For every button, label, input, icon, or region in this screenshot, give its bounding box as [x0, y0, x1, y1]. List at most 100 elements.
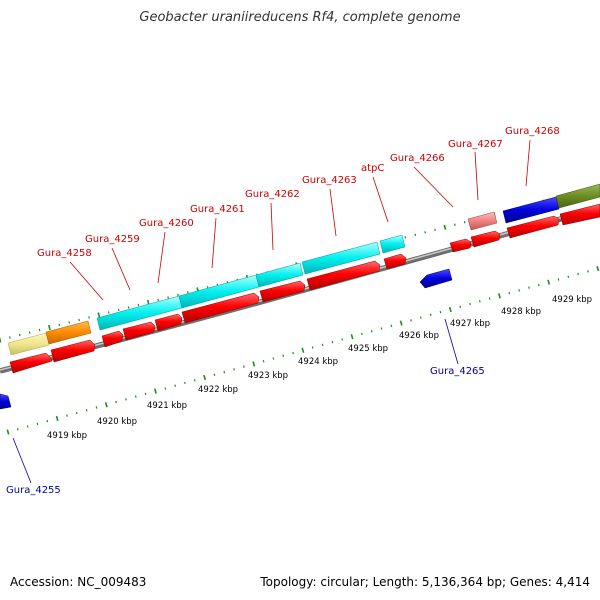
scale-tick — [439, 310, 442, 314]
scale-tick — [213, 373, 216, 377]
scale-tick — [97, 312, 101, 318]
scale-tick — [193, 379, 196, 382]
scale-tick — [463, 221, 466, 224]
scale-tick — [75, 411, 78, 415]
feature-orange[interactable] — [45, 320, 92, 345]
scale-tick — [282, 354, 285, 357]
cds-arrow[interactable] — [449, 238, 472, 253]
scale-tick — [58, 323, 61, 327]
scale-tick — [292, 351, 294, 355]
scale-tick — [6, 429, 10, 435]
feature-pale-yellow[interactable] — [7, 332, 50, 356]
scale-tick — [434, 228, 436, 232]
cds-arrow[interactable] — [383, 253, 407, 270]
gene-label[interactable]: Gura_4258 — [37, 248, 92, 259]
feature-olive-block[interactable] — [555, 183, 600, 209]
cds-arrow[interactable] — [9, 352, 53, 374]
gene-label[interactable]: Gura_4267 — [448, 139, 503, 150]
scale-labels: 4919 kbp 4920 kbp 4921 kbp 4922 kbp 4923… — [47, 295, 592, 441]
scale-tick — [321, 343, 324, 347]
scale-tick — [429, 313, 432, 317]
scale-tick — [547, 279, 551, 285]
feature-pink[interactable] — [467, 211, 498, 231]
gene-label[interactable]: Gura_4255 — [6, 485, 61, 496]
scale-tick — [144, 392, 147, 396]
scale-tick — [596, 265, 600, 272]
scale-tick — [18, 333, 21, 337]
scale-tick — [38, 328, 41, 332]
scale-tick — [167, 296, 169, 299]
cds-arrow[interactable] — [122, 321, 156, 341]
scale-tick — [117, 308, 120, 312]
cds-arrow-reverse[interactable] — [419, 268, 453, 289]
scale-tick — [567, 275, 570, 278]
lower-tick-row — [6, 265, 600, 435]
scale-label: 4927 kbp — [450, 319, 490, 329]
scale-tick — [0, 337, 2, 343]
scale-tick — [459, 305, 462, 308]
scale-tick — [125, 398, 127, 401]
cds-arrow[interactable] — [259, 280, 306, 303]
scale-tick — [414, 233, 417, 237]
scale-label: 4919 kbp — [47, 431, 87, 441]
scale-tick — [223, 370, 226, 374]
scale-tick — [361, 332, 363, 336]
cds-arrow[interactable] — [50, 339, 96, 363]
scale-tick — [187, 291, 189, 294]
gene-label[interactable]: Gura_4266 — [390, 153, 445, 164]
scale-tick — [272, 357, 275, 360]
gene-labels-lower — [12, 318, 459, 484]
scale-label: 4928 kbp — [501, 307, 541, 317]
cds-track-forward — [9, 203, 600, 374]
gene-label[interactable]: Gura_4263 — [302, 175, 357, 186]
scale-tick — [243, 365, 245, 368]
scale-tick — [478, 300, 481, 303]
scale-tick — [68, 321, 71, 324]
scale-tick — [104, 402, 108, 408]
scale-tick — [448, 306, 452, 313]
scale-tick — [48, 324, 51, 331]
cds-arrow[interactable] — [470, 230, 501, 248]
scale-tick — [157, 298, 160, 302]
scale-label: 4923 kbp — [248, 371, 288, 381]
gene-labels-upper — [69, 139, 531, 301]
scale-tick — [469, 302, 471, 306]
gene-label[interactable]: Gura_4268 — [505, 126, 560, 137]
scale-tick — [331, 340, 334, 344]
scale-tick — [46, 419, 49, 423]
cds-arrow[interactable] — [154, 313, 183, 332]
scale-tick — [36, 422, 39, 426]
scale-label: 4924 kbp — [298, 357, 338, 367]
gene-label[interactable]: Gura_4262 — [245, 189, 300, 200]
feature-cyan-4[interactable] — [301, 241, 381, 275]
scale-tick — [154, 388, 157, 394]
cds-arrow[interactable] — [506, 215, 560, 239]
scale-tick — [85, 409, 88, 412]
cds-arrow[interactable] — [306, 260, 381, 291]
scale-tick — [370, 330, 373, 333]
scale-label: 4922 kbp — [198, 385, 238, 395]
gene-label[interactable]: Gura_4261 — [190, 204, 245, 215]
gene-label[interactable]: atpC — [361, 163, 384, 174]
feature-cyan-3[interactable] — [255, 262, 304, 288]
map-title: Geobacter uraniireducens Rf4, complete g… — [139, 10, 461, 25]
scale-tick — [164, 387, 167, 390]
scale-tick — [115, 400, 117, 404]
gene-label[interactable]: Gura_4259 — [85, 234, 140, 245]
scale-tick — [390, 324, 393, 328]
gene-label[interactable]: Gura_4260 — [139, 218, 194, 229]
scale-tick — [399, 320, 403, 326]
cds-arrow[interactable] — [101, 330, 124, 348]
scale-tick — [184, 381, 186, 385]
scale-label: 4925 kbp — [348, 344, 388, 354]
accession-text: Accession: NC_009483 — [10, 575, 147, 589]
feature-cyan-5[interactable] — [379, 234, 406, 254]
gene-label[interactable]: Gura_4265 — [430, 366, 485, 377]
cds-arrow[interactable] — [181, 292, 260, 324]
scale-tick — [88, 316, 90, 319]
feature-blue-block[interactable] — [502, 196, 560, 224]
cds-arrow-reverse[interactable] — [0, 393, 12, 410]
cds-arrow[interactable] — [559, 203, 600, 226]
scale-tick — [203, 374, 207, 381]
